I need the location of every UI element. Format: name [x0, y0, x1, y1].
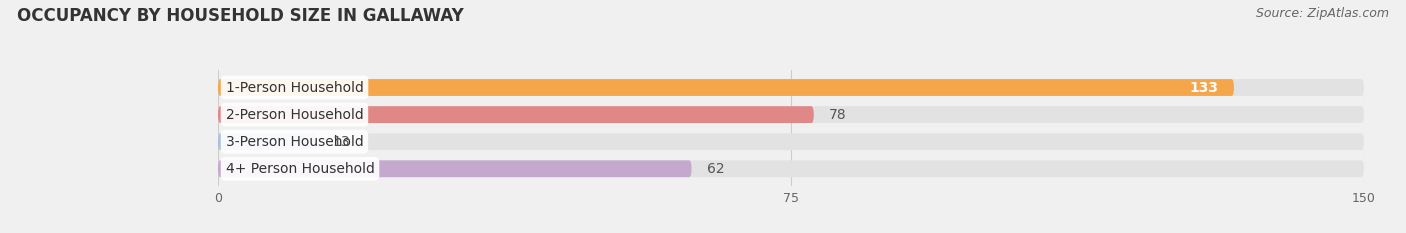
Text: 4+ Person Household: 4+ Person Household — [225, 162, 374, 176]
FancyBboxPatch shape — [218, 160, 692, 177]
FancyBboxPatch shape — [218, 133, 1364, 150]
FancyBboxPatch shape — [218, 106, 814, 123]
FancyBboxPatch shape — [218, 79, 1234, 96]
Text: 13: 13 — [333, 135, 350, 149]
Text: 2-Person Household: 2-Person Household — [225, 108, 363, 122]
Text: 62: 62 — [707, 162, 724, 176]
Text: 3-Person Household: 3-Person Household — [225, 135, 363, 149]
FancyBboxPatch shape — [218, 133, 318, 150]
FancyBboxPatch shape — [218, 79, 1364, 96]
FancyBboxPatch shape — [218, 160, 1364, 177]
Text: 133: 133 — [1189, 81, 1219, 95]
Text: Source: ZipAtlas.com: Source: ZipAtlas.com — [1256, 7, 1389, 20]
Text: OCCUPANCY BY HOUSEHOLD SIZE IN GALLAWAY: OCCUPANCY BY HOUSEHOLD SIZE IN GALLAWAY — [17, 7, 464, 25]
Text: 1-Person Household: 1-Person Household — [225, 81, 363, 95]
FancyBboxPatch shape — [218, 106, 1364, 123]
Text: 78: 78 — [830, 108, 846, 122]
